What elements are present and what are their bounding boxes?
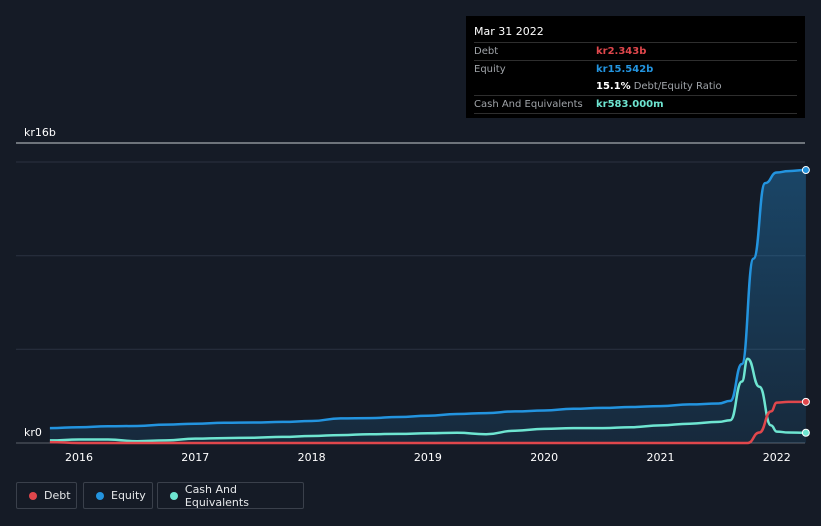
chart-endpoint-markers — [801, 166, 810, 437]
legend-equity-label: Equity — [111, 489, 146, 502]
endpoint-marker-cash-and-equivalents — [801, 428, 810, 437]
x-tick-label: 2022 — [763, 451, 791, 464]
x-tick-label: 2021 — [647, 451, 675, 464]
legend-item-equity[interactable]: Equity — [83, 482, 153, 509]
x-tick-label: 2020 — [530, 451, 558, 464]
debt-dot-icon — [29, 491, 37, 500]
x-tick-label: 2016 — [65, 451, 93, 464]
x-tick-label: 2017 — [181, 451, 209, 464]
tooltip-row-equity: Equity kr15.542b — [474, 60, 797, 78]
series-line-cash-and-equivalents — [49, 357, 806, 443]
x-tick-label: 2018 — [298, 451, 326, 464]
y-axis-top-label: kr16b — [24, 126, 56, 139]
legend-item-debt[interactable]: Debt — [16, 482, 77, 509]
legend-cash-label: Cash And Equivalents — [184, 482, 249, 509]
tooltip-row-ratio: 15.1% Debt/Equity Ratio — [474, 78, 797, 95]
tooltip-row-cash: Cash And Equivalents kr583.000m — [474, 95, 797, 114]
x-axis-ticks: 2016 2017 2018 2019 2020 2021 2022 — [65, 451, 791, 464]
endpoint-marker-debt — [801, 397, 810, 406]
series-line-debt — [49, 400, 806, 445]
tooltip-debt-value: kr2.343b — [596, 46, 647, 57]
legend-item-cash[interactable]: Cash And Equivalents — [157, 482, 304, 509]
legend-debt-label: Debt — [44, 489, 71, 502]
series-line-equity — [49, 168, 806, 430]
equity-dot-icon — [96, 491, 104, 500]
cash-dot-icon — [170, 491, 178, 500]
x-tick-label: 2019 — [414, 451, 442, 464]
tooltip-equity-label: Equity — [474, 64, 506, 75]
tooltip-date: Mar 31 2022 — [474, 25, 544, 38]
chart-series-lines — [49, 168, 806, 445]
tooltip-debt-label: Debt — [474, 46, 499, 57]
tooltip-equity-value: kr15.542b — [596, 64, 654, 75]
y-axis-bottom-label: kr0 — [24, 426, 42, 439]
tooltip-row-debt: Debt kr2.343b — [474, 42, 797, 60]
chart-gridlines — [16, 142, 805, 444]
tooltip-panel: Mar 31 2022 Debt kr2.343b Equity kr15.54… — [466, 16, 805, 118]
endpoint-marker-equity — [801, 166, 810, 175]
tooltip-ratio-caption: Debt/Equity Ratio — [633, 81, 722, 92]
series-area-equity — [49, 170, 806, 443]
tooltip-cash-label: Cash And Equivalents — [474, 99, 583, 110]
tooltip-ratio-value: 15.1% — [596, 81, 631, 92]
chart-area-fills — [49, 170, 806, 443]
tooltip-cash-value: kr583.000m — [596, 99, 664, 110]
